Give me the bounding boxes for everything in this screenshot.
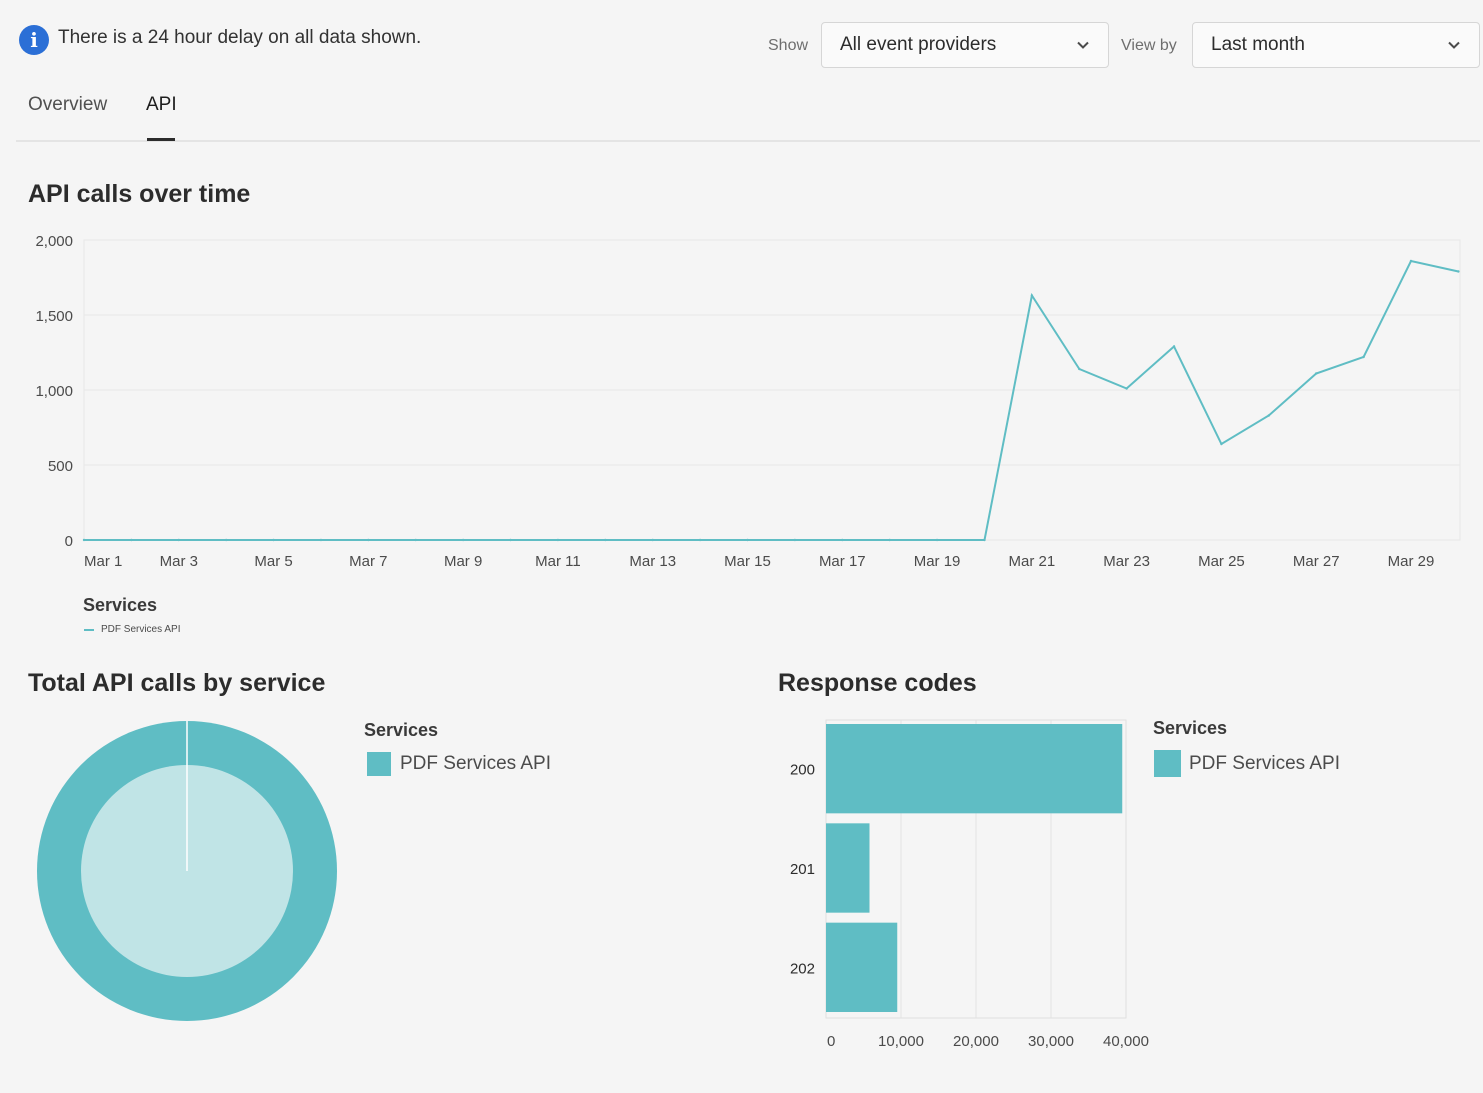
tab-overview[interactable]: Overview — [28, 94, 108, 115]
bar-202 — [826, 922, 898, 1012]
series-line-pdf-services-api — [84, 259, 1459, 541]
chevron-down-icon — [1077, 41, 1089, 49]
x-tick-label: Mar 27 — [1293, 553, 1340, 570]
bar-200 — [826, 724, 1123, 814]
x-tick-label: Mar 17 — [819, 553, 866, 570]
data-point — [604, 538, 607, 542]
y-tick-label: 2,000 — [35, 233, 73, 250]
tabs-divider — [16, 140, 1480, 142]
data-point — [1267, 414, 1271, 417]
data-point — [698, 538, 702, 542]
data-point — [935, 538, 939, 542]
x-tick-label: 10,000 — [878, 1033, 924, 1050]
data-point — [319, 538, 323, 542]
x-tick-label: Mar 1 — [84, 553, 122, 570]
api-calls-line-chart: 0 500 1,000 1,500 2,000 Mar 1 Mar 3 Mar 5 Mar 7 M… — [35, 233, 1461, 570]
info-icon: i — [19, 25, 49, 55]
legend-swatch — [1154, 750, 1181, 777]
delay-notice: There is a 24 hour delay on all data sho… — [58, 27, 422, 48]
donut-legend-title: Services — [364, 720, 439, 740]
data-point — [1125, 387, 1128, 390]
active-tab-indicator — [147, 138, 175, 141]
bar-legend-label: PDF Services API — [1189, 752, 1340, 774]
x-tick-label: Mar 13 — [629, 553, 676, 570]
bar-legend-item[interactable]: PDF Services API — [1154, 750, 1340, 777]
data-point — [1078, 367, 1081, 371]
bar-chart-title: Response codes — [778, 669, 977, 697]
data-point — [983, 538, 986, 542]
data-point — [1030, 294, 1034, 297]
x-tick-label: Mar 23 — [1103, 553, 1150, 570]
line-chart-title: API calls over time — [28, 180, 251, 208]
donut-chart-title: Total API calls by service — [28, 669, 326, 697]
data-point — [793, 538, 797, 542]
legend-line-marker — [84, 628, 94, 631]
data-point — [82, 538, 86, 542]
y-tick-label: 500 — [48, 458, 73, 475]
data-point — [1362, 355, 1365, 359]
y-tick-label: 200 — [790, 762, 815, 779]
data-point — [461, 538, 465, 542]
data-point — [130, 538, 133, 542]
bar-legend-title: Services — [1153, 718, 1228, 738]
response-codes-bar-chart: 0 10,000 20,000 30,000 40,000 200 201 202 — [790, 719, 1149, 1050]
x-tick-label: Mar 29 — [1388, 553, 1435, 570]
y-tick-label: 1,500 — [35, 308, 73, 325]
tab-api[interactable]: API — [146, 94, 177, 115]
line-legend-title: Services — [83, 595, 158, 615]
data-point — [272, 538, 275, 542]
line-legend-item[interactable]: PDF Services API — [84, 624, 180, 635]
view-by-value: Last month — [1211, 34, 1305, 55]
data-point — [367, 538, 370, 542]
x-tick-label: 40,000 — [1103, 1033, 1149, 1050]
viewby-label: View by — [1121, 37, 1177, 54]
x-tick-label: 20,000 — [953, 1033, 999, 1050]
event-provider-dropdown[interactable]: All event providers — [821, 22, 1109, 68]
x-tick-label: Mar 7 — [349, 553, 387, 570]
y-tick-label: 201 — [790, 861, 815, 878]
x-tick-label: Mar 15 — [724, 553, 771, 570]
service-donut-chart — [37, 721, 337, 1021]
data-point — [1220, 442, 1223, 446]
data-point — [651, 538, 654, 542]
data-point — [1457, 270, 1460, 273]
donut-legend-label: PDF Services API — [400, 753, 551, 774]
data-point — [841, 538, 844, 542]
data-point — [556, 538, 560, 542]
x-tick-label: Mar 5 — [254, 553, 292, 570]
data-point — [509, 538, 512, 542]
show-label: Show — [768, 37, 809, 54]
data-point — [746, 538, 749, 542]
y-tick-label: 1,000 — [35, 383, 73, 400]
data-point — [414, 538, 417, 542]
data-point — [1172, 345, 1176, 348]
data-point — [1315, 372, 1318, 375]
line-legend-label: PDF Services API — [101, 624, 181, 635]
data-point — [1409, 259, 1413, 263]
donut-legend-item[interactable]: PDF Services API — [367, 752, 551, 776]
x-tick-label: Mar 3 — [160, 553, 198, 570]
x-tick-label: 0 — [827, 1033, 835, 1050]
y-tick-label: 202 — [790, 960, 815, 977]
data-point — [224, 538, 228, 542]
x-tick-label: Mar 25 — [1198, 553, 1245, 570]
data-point — [888, 538, 891, 542]
x-tick-label: Mar 9 — [444, 553, 482, 570]
chevron-down-icon — [1448, 41, 1460, 49]
event-provider-value: All event providers — [840, 34, 997, 55]
bar-201 — [826, 823, 870, 913]
x-tick-label: Mar 19 — [914, 553, 961, 570]
data-point — [177, 538, 180, 542]
x-tick-label: Mar 21 — [1009, 553, 1056, 570]
view-by-dropdown[interactable]: Last month — [1192, 22, 1480, 68]
x-tick-label: Mar 11 — [535, 553, 581, 570]
x-tick-label: 30,000 — [1028, 1033, 1074, 1050]
y-tick-label: 0 — [65, 533, 73, 550]
legend-swatch — [367, 752, 391, 776]
